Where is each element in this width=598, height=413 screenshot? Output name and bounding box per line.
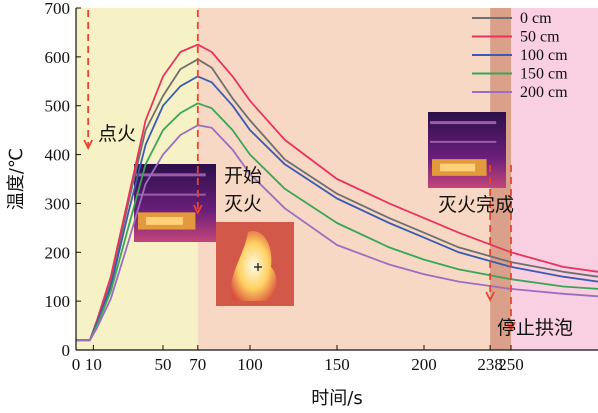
series-line-3	[76, 102, 598, 342]
x-tick-label-8: 250	[498, 355, 524, 374]
series-line-2	[76, 75, 598, 342]
legend-label-4: 200 cm	[520, 84, 568, 101]
legend-label-1: 50 cm	[520, 29, 560, 46]
series-line-1	[76, 43, 598, 342]
y-tick-label-5: 500	[45, 97, 71, 116]
event-marker-3	[506, 165, 516, 333]
y-tick-label-1: 100	[45, 292, 71, 311]
y-tick-label-0: 0	[62, 341, 71, 360]
y-tick-label-3: 300	[45, 194, 71, 213]
x-tick-label-2: 50	[155, 355, 172, 374]
annotation-2: 灭火	[224, 193, 262, 215]
legend-label-0: 0 cm	[520, 10, 552, 27]
thermal-image-extinguish-start	[216, 222, 294, 306]
x-tick-label-6: 200	[411, 355, 437, 374]
x-axis-title: 时间/s	[311, 388, 362, 409]
event-marker-0	[83, 10, 93, 151]
x-tick-label-7: 238	[477, 355, 503, 374]
x-tick-label-5: 150	[324, 355, 350, 374]
x-tick-label-4: 100	[237, 355, 263, 374]
event-marker-2	[485, 165, 495, 303]
series-lines	[76, 43, 598, 342]
y-axis-title: 温度/℃	[6, 148, 27, 210]
legend-label-2: 100 cm	[520, 47, 568, 64]
thermal-images	[134, 112, 506, 306]
y-tick-label-7: 700	[45, 0, 71, 18]
y-tick-label-2: 200	[45, 243, 71, 262]
x-tick-label-0: 0	[72, 355, 81, 374]
series-line-0	[76, 58, 598, 342]
x-tick-label-3: 70	[189, 355, 206, 374]
annotation-0: 点火	[98, 123, 136, 145]
x-tick-label-1: 10	[85, 355, 102, 374]
event-marker-1	[192, 10, 203, 216]
series-line-4	[76, 124, 598, 342]
annotation-3: 灭火完成	[438, 194, 514, 216]
event-markers	[83, 10, 516, 333]
y-tick-label-4: 400	[45, 146, 71, 165]
y-tick-label-6: 600	[45, 48, 71, 67]
thermal-image-extinguish-done	[428, 112, 506, 188]
annotation-4: 停止拱泡	[497, 317, 573, 339]
annotation-1: 开始	[224, 165, 262, 187]
thermal-image-ignition	[134, 164, 216, 242]
legend-label-3: 150 cm	[520, 66, 568, 83]
